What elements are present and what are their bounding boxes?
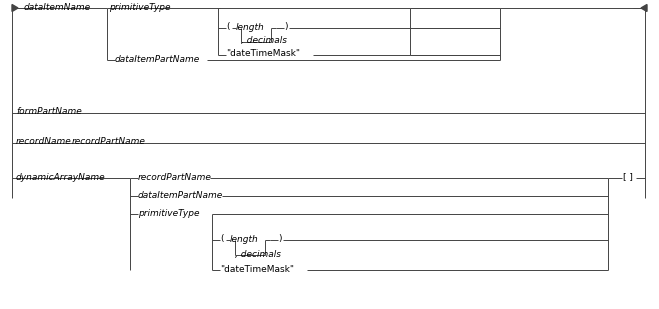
Polygon shape <box>12 5 18 11</box>
Text: , decimals: , decimals <box>235 249 281 259</box>
Text: "dateTimeMask": "dateTimeMask" <box>220 265 294 273</box>
Text: recordName: recordName <box>16 138 72 146</box>
Text: ): ) <box>278 235 281 243</box>
Text: dataItemName: dataItemName <box>24 2 91 11</box>
Text: "dateTimeMask": "dateTimeMask" <box>226 49 300 58</box>
Text: dynamicArrayName: dynamicArrayName <box>16 172 105 181</box>
Text: length: length <box>230 235 259 243</box>
Text: (: ( <box>226 23 229 32</box>
Text: (: ( <box>220 235 223 243</box>
Text: primitiveType: primitiveType <box>109 2 171 11</box>
Text: [ ]: [ ] <box>623 172 633 181</box>
Text: dataItemPartName: dataItemPartName <box>138 191 223 200</box>
Polygon shape <box>641 5 647 11</box>
Text: ): ) <box>284 23 287 32</box>
Text: , decimals: , decimals <box>241 36 287 45</box>
Text: dataItemPartName: dataItemPartName <box>115 54 200 64</box>
Text: primitiveType: primitiveType <box>138 209 200 218</box>
Text: recordPartName: recordPartName <box>72 138 146 146</box>
Text: formPartName: formPartName <box>16 108 82 116</box>
Text: length: length <box>236 23 265 32</box>
Text: recordPartName: recordPartName <box>138 172 212 181</box>
